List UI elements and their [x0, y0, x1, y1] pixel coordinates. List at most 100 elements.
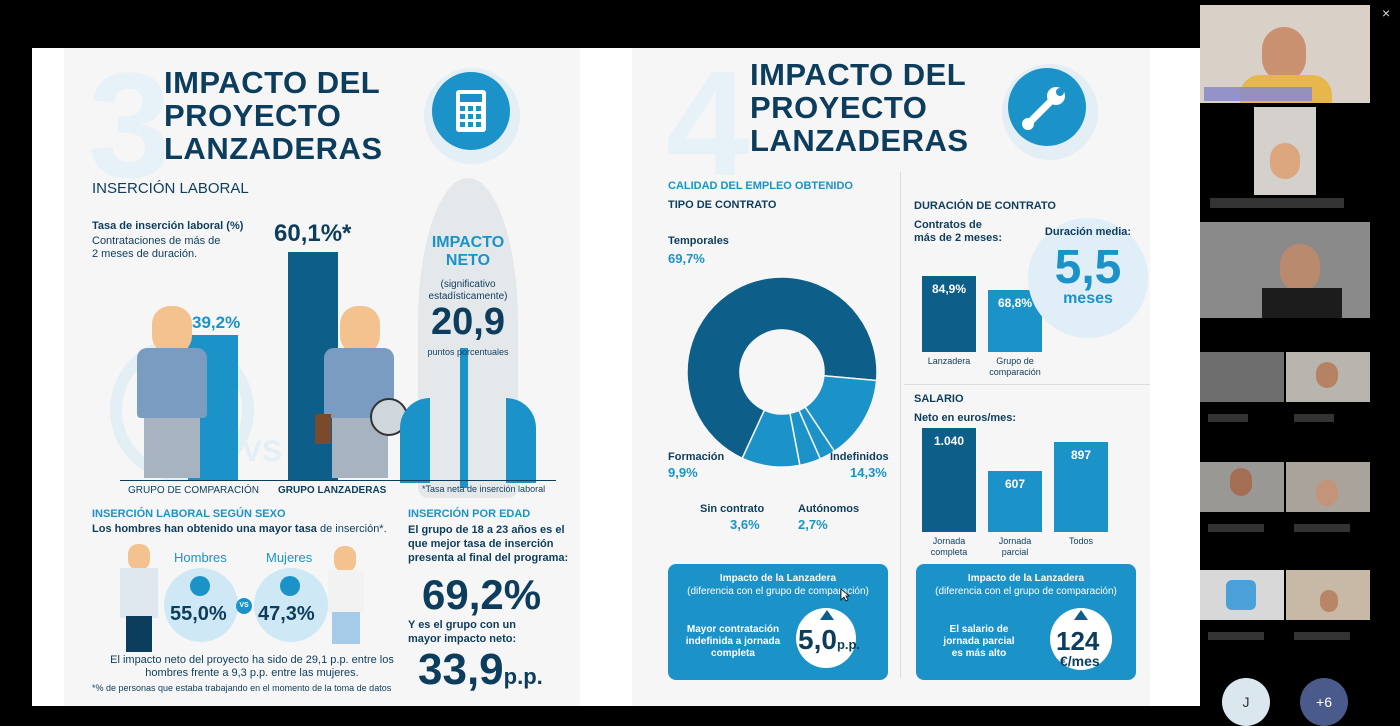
sex-heading: INSERCIÓN LABORAL SEGÚN SEXO	[92, 508, 286, 520]
participant-3-body	[1262, 288, 1342, 318]
group-lanzaderas-label: GRUPO LANZADERAS	[278, 485, 387, 496]
box2-sub: (diferencia con el grupo de comparación)	[935, 586, 1117, 597]
participant-1-name-bar	[1204, 87, 1312, 101]
participant-8-name-bar	[1208, 632, 1264, 640]
woman-figure	[334, 546, 356, 572]
sex-footnote: *% de personas que estaba trabajando en …	[92, 683, 392, 693]
row-divider	[904, 384, 1150, 385]
column-divider	[900, 172, 901, 678]
participant-4-name-bar	[1208, 414, 1248, 422]
age-impact: 33,9p.p.	[418, 645, 543, 694]
donut-value-temporales: 69,7%	[668, 251, 705, 266]
salary-label-1: Jornada parcial	[998, 536, 1032, 557]
quality-heading: CALIDAD DEL EMPLEO OBTENIDO	[668, 180, 853, 192]
duration-heading: DURACIÓN DE CONTRATO	[914, 200, 1056, 212]
vs-badge: VS	[236, 598, 252, 614]
man-figure	[128, 544, 150, 570]
contract-type-heading: TIPO DE CONTRATO	[668, 199, 777, 211]
salary-label-0: Jornada completa	[930, 536, 968, 557]
participant-tile-3[interactable]	[1200, 222, 1370, 318]
age-desc: El grupo de 18 a 23 años es el que mejor…	[408, 524, 569, 564]
duration-label-0: Lanzadera	[927, 356, 971, 366]
donut-value-formacion: 9,9%	[668, 465, 698, 480]
avatar[interactable]: J	[1222, 678, 1270, 726]
box2-title: Impacto de la Lanzadera	[967, 573, 1085, 584]
age-desc-2: Y es el grupo con un mayor impacto neto:	[408, 619, 517, 645]
box1-title: Impacto de la Lanzadera	[719, 573, 837, 584]
donut-value-sin-contrato: 3,6%	[730, 517, 760, 532]
impact-title: IMPACTO NETO	[431, 234, 505, 269]
arrow-up-icon	[1074, 610, 1088, 620]
salary-heading: SALARIO	[914, 393, 964, 405]
participant-7-face	[1316, 480, 1338, 506]
participant-tile-8[interactable]	[1200, 570, 1284, 620]
person-comparison-body	[137, 348, 207, 418]
subtitle: INSERCIÓN LABORAL	[92, 180, 249, 197]
group-comparison-label: GRUPO DE COMPARACIÓN	[128, 485, 259, 496]
close-icon[interactable]: ×	[1382, 5, 1391, 21]
participant-7-name-bar	[1294, 524, 1350, 532]
donut-label-formacion: Formación	[668, 451, 725, 463]
participant-1-face	[1262, 27, 1306, 81]
rocket-fin-right	[506, 398, 536, 483]
participant-tile-2[interactable]	[1254, 107, 1316, 195]
mouse-cursor-icon	[840, 588, 850, 602]
page-title: IMPACTO DEL PROYECTO LANZADERAS	[164, 65, 383, 166]
participant-tile-5[interactable]	[1286, 352, 1370, 402]
participant-6-name-bar	[1208, 524, 1264, 532]
person-comparison-legs	[144, 418, 200, 478]
section-number-right: 4	[666, 39, 750, 207]
participant-tile-1[interactable]	[1200, 5, 1370, 103]
participant-tile-6[interactable]	[1200, 462, 1284, 512]
participant-tile-9[interactable]	[1286, 570, 1370, 620]
salary-label-2: Todos	[1068, 536, 1094, 546]
baseline-divider	[120, 480, 556, 481]
donut-slice-4	[741, 409, 801, 468]
duration-desc: Contratos de más de 2 meses:	[914, 219, 1003, 244]
impact-unit: puntos porcentuales	[427, 347, 509, 357]
participant-tile-7[interactable]	[1286, 462, 1370, 512]
woman-figure-body	[328, 570, 364, 614]
right-slide: 4 IMPACTO DEL PROYECTO LANZADERAS CALIDA…	[632, 48, 1200, 706]
age-value: 69,2%	[422, 571, 542, 618]
rocket-fin-left	[400, 398, 430, 483]
donut-value-autonomos: 2,7%	[798, 517, 828, 532]
more-participants-button[interactable]: +6	[1300, 678, 1348, 726]
bar-comparison-value: 39,2%	[192, 313, 241, 332]
sex-desc: Los hombres han obtenido una mayor tasa …	[92, 523, 387, 535]
man-figure-body	[120, 568, 158, 618]
impact-value: 20,9	[431, 301, 505, 343]
duration-value-1: 68,8%	[997, 296, 1033, 311]
duration-label-1: Grupo de comparación	[989, 356, 1041, 377]
participant-tile-4[interactable]	[1200, 352, 1284, 402]
participant-6-face	[1230, 468, 1252, 496]
box2-unit: €/mes	[1060, 653, 1100, 669]
women-label: Mujeres	[266, 550, 313, 565]
women-value: 47,3%	[258, 603, 315, 625]
donut-chart	[686, 276, 878, 468]
salary-value-0: 1.040	[933, 434, 965, 448]
rate-desc-2: 2 meses de duración.	[92, 248, 198, 260]
donut-value-indefinidos: 14,3%	[850, 465, 887, 480]
avg-duration-label: Duración media:	[1044, 226, 1132, 238]
avg-duration-circle	[1028, 218, 1148, 338]
rocket-graphic	[418, 178, 518, 498]
men-value: 55,0%	[170, 603, 227, 625]
calculator-icon	[432, 72, 510, 150]
impact-box-2: Impacto de la Lanzadera (diferencia con …	[916, 564, 1136, 680]
bar-lanzaderas-value: 60,1%*	[274, 220, 352, 247]
salary-value-2: 897	[1070, 448, 1092, 463]
participant-9-face	[1320, 590, 1338, 612]
participant-2-name-bar	[1210, 198, 1344, 208]
rate-label: Tasa de inserción laboral (%)	[92, 220, 244, 232]
briefcase-icon	[315, 414, 331, 444]
salary-bar-1	[988, 471, 1042, 532]
age-heading: INSERCIÓN POR EDAD	[408, 508, 531, 520]
box1-value: 5,0p.p.	[798, 624, 861, 655]
men-label: Hombres	[174, 550, 227, 565]
salary-bar-2	[1054, 442, 1108, 532]
wrench-icon	[1008, 68, 1086, 146]
sex-footer: El impacto neto del proyecto ha sido de …	[110, 654, 394, 679]
participant-5-face	[1316, 362, 1338, 388]
box1-sub: (diferencia con el grupo de comparación)	[687, 586, 869, 597]
